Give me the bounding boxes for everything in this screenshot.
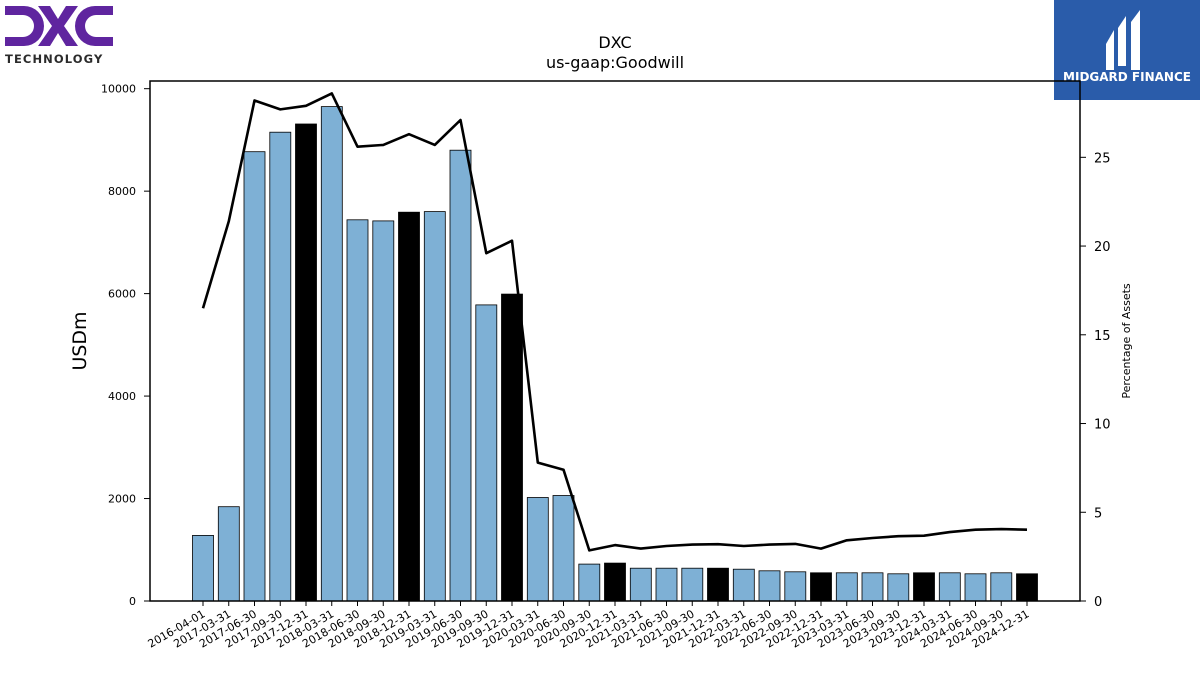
left-tick-label: 10000 (101, 83, 136, 96)
dxc-logo-c-shape (75, 6, 113, 46)
bar-2024-09-30 (990, 572, 1013, 602)
right-tick-label: 0 (1094, 595, 1102, 610)
x-axis-ticks: 2016-04-012017-03-312017-06-302017-09-30… (146, 601, 1032, 651)
bar-2024-03-31 (938, 572, 961, 602)
bar-2023-09-30 (887, 573, 910, 602)
bar-2021-12-31 (707, 567, 729, 602)
chart-title: DXC (598, 33, 631, 52)
bar-2021-09-30 (681, 567, 704, 602)
bar-series (192, 106, 1038, 602)
bar-2024-12-31 (1016, 573, 1038, 602)
bar-2019-09-30 (475, 304, 498, 602)
bar-2019-06-30 (449, 149, 472, 602)
right-tick-label: 10 (1094, 418, 1111, 433)
right-tick-label: 25 (1094, 151, 1111, 166)
bar-2024-06-30 (964, 573, 987, 602)
bar-2018-03-31 (320, 106, 343, 602)
left-tick-label: 0 (129, 595, 136, 608)
midgard-logo-bar-right (1131, 10, 1140, 70)
bar-2020-09-30 (578, 563, 601, 602)
dxc-logo: TECHNOLOGY (0, 0, 130, 70)
line-series-layer (201, 92, 1028, 552)
bar-2019-12-31 (501, 293, 523, 602)
dxc-logo-letters (5, 6, 113, 46)
bar-2020-03-31 (526, 497, 549, 602)
dxc-logo-x-shape (38, 6, 78, 46)
chart-subtitle: us-gaap:Goodwill (546, 53, 684, 72)
bar-2017-12-31 (295, 123, 317, 602)
y-axis-label: USDm (69, 311, 91, 370)
left-tick-label: 2000 (108, 493, 136, 506)
percentage-of-assets-line (201, 92, 1028, 552)
left-tick-label: 4000 (108, 390, 136, 403)
bar-2023-03-31 (835, 572, 858, 602)
bar-2022-06-30 (758, 570, 781, 602)
bar-2021-06-30 (655, 567, 678, 602)
bar-2020-12-31 (604, 562, 626, 602)
bar-2018-06-30 (346, 219, 369, 602)
left-axis-ticks: 0 2000 4000 6000 8000 10000 (101, 83, 150, 608)
dxc-logo-mark: TECHNOLOGY (5, 6, 113, 66)
bar-2019-03-31 (423, 211, 446, 602)
bar-2017-06-30 (243, 151, 266, 602)
bar-2022-03-31 (732, 568, 755, 602)
bar-2020-06-30 (552, 495, 575, 602)
y2-axis-label: Percentage of Assets (1120, 283, 1133, 399)
bar-2016-04-01 (192, 535, 214, 602)
right-tick-label: 15 (1094, 329, 1111, 344)
bar-2017-09-30 (269, 131, 292, 602)
midgard-logo-bar-middle (1118, 16, 1126, 66)
bar-2021-03-31 (629, 567, 652, 602)
midgard-finance-logo: MIDGARD FINANCE (1054, 0, 1200, 100)
bar-2023-06-30 (861, 572, 884, 602)
bar-2023-12-31 (913, 572, 935, 602)
dxc-logo-d-shape (5, 6, 44, 46)
left-tick-label: 8000 (108, 185, 136, 198)
right-tick-label: 5 (1094, 506, 1102, 521)
bar-2017-03-31 (217, 506, 240, 602)
midgard-logo-mark: MIDGARD FINANCE (1063, 10, 1191, 84)
bar-2022-12-31 (810, 572, 832, 602)
bar-2022-09-30 (784, 571, 807, 602)
dxc-logo-subtitle: TECHNOLOGY (5, 52, 103, 66)
midgard-logo-text: MIDGARD FINANCE (1063, 70, 1191, 84)
midgard-logo-bar-left (1106, 30, 1114, 70)
right-axis-ticks: 0 5 10 15 20 25 (1080, 151, 1111, 610)
bar-2018-09-30 (372, 220, 395, 602)
right-tick-label: 20 (1094, 240, 1111, 255)
left-tick-label: 6000 (108, 288, 136, 301)
bar-2018-12-31 (398, 211, 420, 602)
midgard-logo-icon (1106, 10, 1140, 70)
